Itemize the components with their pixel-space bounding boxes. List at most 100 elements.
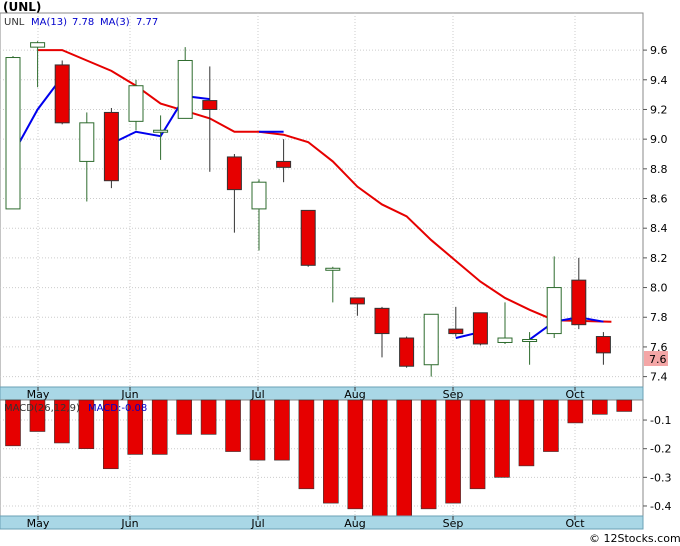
macd-bar [591, 399, 608, 415]
candle-up [497, 302, 513, 344]
macd-bar [103, 399, 119, 470]
macd-bar [127, 399, 144, 455]
candle-body [448, 328, 464, 335]
macd-x-tick-label: Oct [565, 517, 585, 530]
candle-body [202, 100, 218, 110]
candle-down [349, 297, 365, 316]
macd-bar [151, 399, 168, 455]
candle-up [251, 179, 267, 251]
macd-bar [78, 399, 95, 449]
price-x-tick-label: Sep [443, 388, 464, 401]
macd-bars [5, 399, 633, 517]
macd-x-tick-label: Aug [344, 517, 365, 530]
macd-bar [616, 399, 633, 412]
price-x-tick-label: Jul [250, 388, 264, 401]
price-grid [0, 13, 643, 387]
candle-down [103, 107, 119, 189]
macd-bar [249, 399, 266, 461]
price-y-tick-label: 9.6 [650, 44, 668, 57]
candle-body [325, 267, 341, 271]
candle-body [349, 297, 365, 305]
candle-body [5, 57, 21, 210]
price-plot-frame [0, 12, 644, 388]
price-y-tick-label: 9.4 [650, 74, 668, 87]
candle-down [300, 209, 316, 267]
price-x-tick-label: Oct [565, 388, 585, 401]
candle-down [399, 336, 415, 368]
last-price-box [644, 351, 668, 366]
last-price-marker: 7.6 [644, 351, 668, 366]
macd-y-axis: -0.1 -0.2 -0.3 -0.4 [643, 414, 671, 513]
candle-body [399, 337, 415, 367]
price-legend: UNL MA(13) 7.78 MA(3) 7.77 [4, 17, 158, 28]
candle-body [79, 122, 95, 162]
legend-ma13-value: 7.78 [72, 17, 94, 28]
candle-body [546, 287, 562, 335]
macd-bar [347, 399, 364, 510]
price-x-tick-label: May [27, 388, 50, 401]
macd-panel: -0.1 -0.2 -0.3 -0.4 MACD(26,12,9) MACD:-0.0… [0, 399, 671, 517]
legend-symbol: UNL [4, 17, 25, 28]
candle-down [202, 66, 218, 172]
legend-ma3-label: MA(3) [100, 17, 130, 28]
candle-body [153, 129, 169, 133]
candle-down [595, 332, 611, 365]
macd-bar [543, 399, 559, 452]
candle-up [546, 256, 562, 339]
macd-bar [225, 399, 241, 452]
candle-down [374, 306, 390, 358]
candle-body [472, 312, 488, 345]
candle-body [497, 337, 513, 343]
candle-up [325, 266, 341, 303]
macd-legend-value: MACD:-0.08 [88, 403, 147, 414]
price-panel: 9.6 9.4 9.2 9.0 8.8 8.6 8.4 8.2 8.0 7.8 7.6 7.4 7.6 [0, 12, 668, 388]
macd-x-tick-label: Jul [250, 517, 264, 530]
candle-up [5, 56, 21, 210]
macd-bar [274, 399, 290, 461]
price-y-tick-label: 8.8 [650, 163, 668, 176]
candle-up [177, 47, 193, 119]
ma3-segment [529, 316, 604, 341]
price-x-tick-label: Aug [344, 388, 365, 401]
last-price-label: 7.6 [649, 353, 667, 366]
price-y-axis: 9.6 9.4 9.2 9.0 8.8 8.6 8.4 8.2 8.0 7.8 7.6 7.4 [643, 44, 668, 384]
macd-bar [5, 399, 21, 447]
candle-up [153, 115, 169, 160]
candle-body [276, 160, 292, 168]
candle-down [472, 312, 488, 346]
macd-y-tick-label: -0.4 [650, 500, 671, 513]
macd-bar [518, 399, 535, 467]
candle-body [595, 336, 611, 354]
chart-title: (UNL) [3, 0, 41, 14]
macd-bar [469, 399, 486, 490]
footer-credit: © 12Stocks.com [589, 532, 680, 545]
macd-y-tick-label: -0.2 [650, 443, 671, 456]
price-y-tick-label: 8.6 [650, 193, 668, 206]
macd-bar [323, 399, 339, 504]
candle-body [374, 307, 390, 335]
price-y-tick-label: 8.4 [650, 222, 668, 235]
candle-body [128, 85, 144, 122]
price-y-tick-label: 8.0 [650, 282, 668, 295]
candle-up [423, 313, 439, 377]
candle-up [79, 112, 95, 202]
macd-bar [29, 399, 46, 432]
macd-bar [494, 399, 510, 478]
candle-down [54, 60, 70, 125]
macd-y-tick-label: -0.1 [650, 414, 671, 427]
macd-x-axis: May Jun Jul Aug Sep Oct [27, 516, 585, 530]
ma13-line [37, 49, 612, 323]
candle-body [522, 339, 538, 343]
candle-body [54, 64, 70, 124]
macd-bar [176, 399, 192, 435]
candle-body [103, 111, 119, 182]
candles [5, 41, 611, 377]
price-x-axis: May Jun Jul Aug Sep Oct [27, 387, 585, 401]
candle-down [448, 306, 464, 337]
legend-ma13-label: MA(13) [31, 17, 67, 28]
candle-body [300, 209, 316, 266]
ma13-polyline [37, 49, 612, 323]
macd-bar [567, 399, 584, 424]
